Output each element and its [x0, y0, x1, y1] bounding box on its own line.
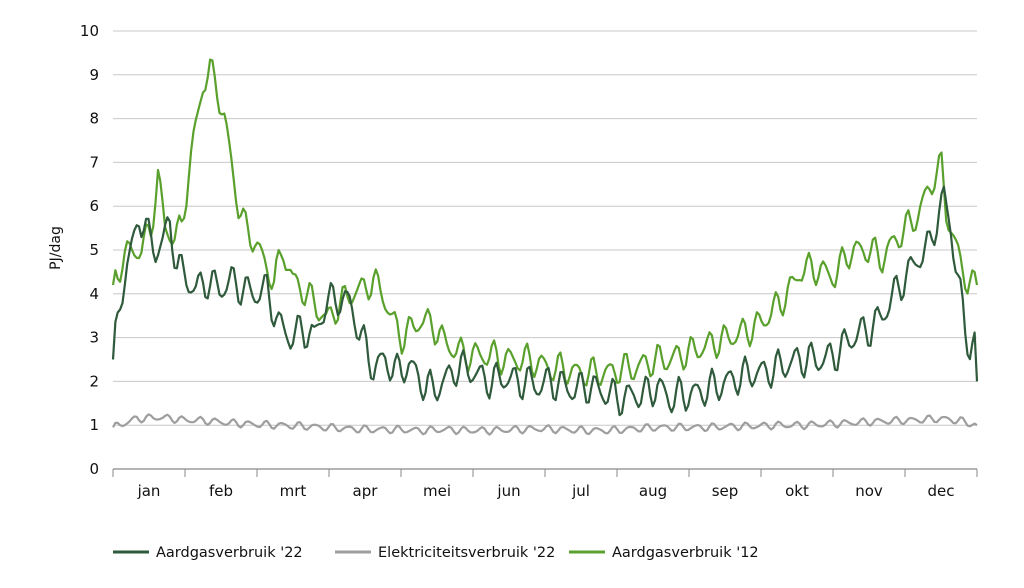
- y-tick-label: 6: [89, 197, 99, 215]
- series-line-gas12: [111, 58, 979, 387]
- legend-label: Aardgasverbruik '22: [156, 545, 303, 561]
- x-tick-label: sep: [712, 482, 739, 500]
- y-tick-label: 5: [89, 241, 99, 259]
- series-line-gas22: [111, 185, 979, 417]
- y-axis-label: PJ/dag: [48, 226, 64, 270]
- y-tick-label: 8: [89, 110, 99, 128]
- y-tick-label: 4: [89, 285, 99, 303]
- x-tick-label: mrt: [280, 482, 307, 500]
- y-tick-label: 0: [89, 460, 99, 478]
- legend-label: Elektriciteitsverbruik '22: [378, 545, 555, 561]
- y-tick-label: 3: [89, 329, 99, 347]
- x-tick-label: nov: [855, 482, 883, 500]
- series-line-elec22: [112, 413, 978, 436]
- gridlines: [113, 30, 977, 426]
- y-tick-label: 9: [89, 66, 99, 84]
- x-tick-label: mei: [423, 482, 451, 500]
- y-tick-label: 2: [89, 372, 99, 390]
- legend: Aardgasverbruik '22 Elektriciteitsverbrui…: [113, 545, 759, 561]
- x-tick-labels: jan feb mrt apr mei jun jul aug sep okt nov dec: [137, 482, 955, 500]
- x-tick-label: okt: [785, 482, 809, 500]
- x-tick-label: aug: [639, 482, 667, 500]
- y-tick-label: 7: [89, 153, 99, 171]
- legend-label: Aardgasverbruik '12: [612, 545, 759, 561]
- y-tick-labels: 0 1 2 3 4 5 6 7 8 9 10: [80, 22, 99, 478]
- x-tick-label: jul: [571, 482, 590, 500]
- y-tick-label: 10: [80, 22, 99, 40]
- x-tick-label: dec: [928, 482, 955, 500]
- x-tick-label: apr: [353, 482, 379, 500]
- x-tick-label: jun: [496, 482, 520, 500]
- y-tick-label: 1: [89, 416, 99, 434]
- x-axis: [112, 468, 978, 477]
- x-tick-label: feb: [209, 482, 233, 500]
- series-lines: [111, 58, 979, 436]
- x-tick-label: jan: [137, 482, 161, 500]
